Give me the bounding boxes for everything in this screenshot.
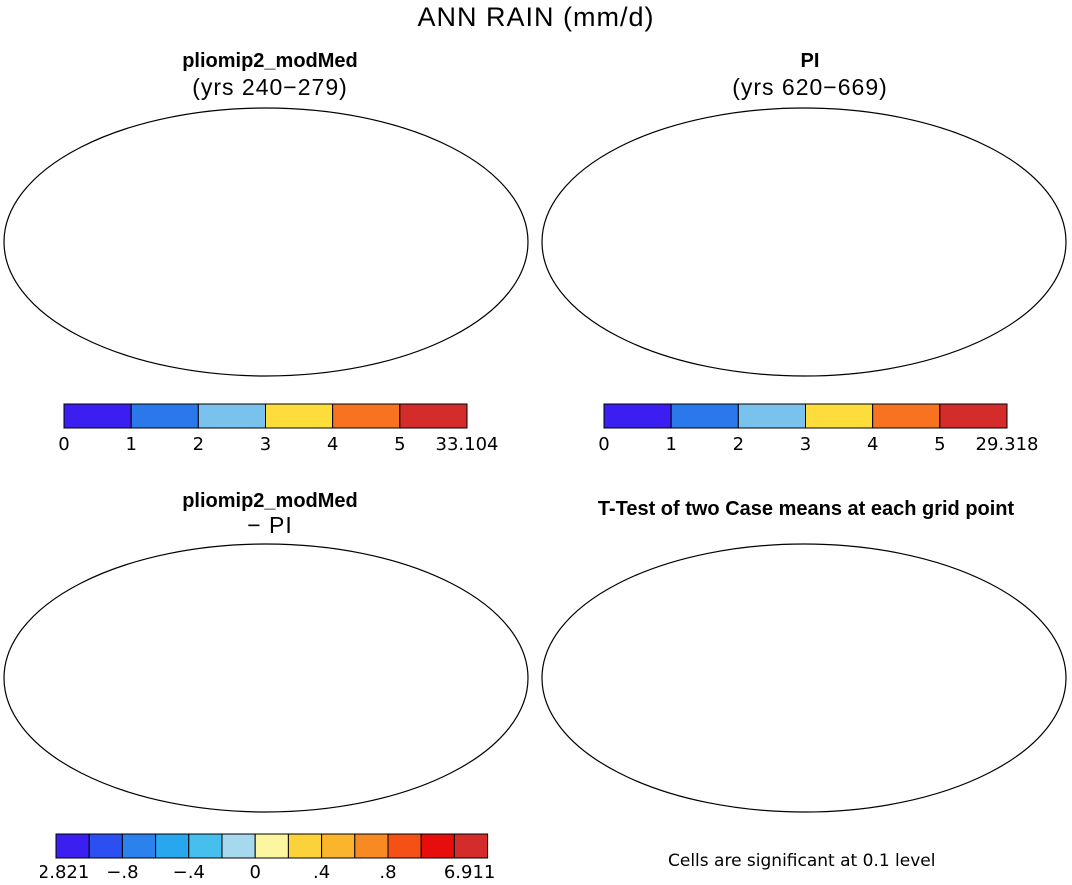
colorbar-tick-label: −2.821	[40, 862, 89, 883]
colorbar-tick-label: 4	[327, 434, 338, 455]
colorbar-swatch	[940, 404, 1007, 428]
figure-title: ANN RAIN (mm/d)	[0, 2, 1072, 33]
colorbar-swatch	[156, 834, 189, 858]
colorbar-swatch	[131, 404, 198, 428]
colorbar-swatch	[738, 404, 805, 428]
colorbar-tick-label: 1	[125, 434, 136, 455]
colorbar-swatch	[89, 834, 122, 858]
colorbar-tick-label: 1	[665, 434, 676, 455]
panel3-title: pliomip2_modMed	[80, 490, 460, 513]
colorbar-swatch	[333, 404, 400, 428]
colorbar-tick-label: 29.318	[976, 434, 1039, 455]
colorbar-swatch	[56, 834, 89, 858]
map-ocean-background	[542, 544, 1066, 812]
colorbar-tick-label: 0	[598, 434, 609, 455]
colorbar-swatch	[322, 834, 355, 858]
panel3-subtitle: − PI	[80, 512, 460, 539]
colorbar-swatch	[671, 404, 738, 428]
colorbar-swatch	[198, 404, 265, 428]
map-ocean-background	[542, 108, 1066, 376]
colorbar-swatch	[604, 404, 671, 428]
colorbar-1: 0 1 2 3 4 5 33.104	[40, 400, 520, 462]
colorbar-swatch	[355, 834, 388, 858]
colorbar-tick-label: 6.911	[444, 862, 496, 883]
map-panel-3	[0, 540, 534, 816]
colorbar-tick-label: 3	[800, 434, 811, 455]
colorbar-swatch	[806, 404, 873, 428]
panel4-title: T-Test of two Case means at each grid po…	[540, 498, 1072, 521]
colorbar-swatch	[266, 404, 333, 428]
panel1-subtitle: (yrs 240−279)	[80, 74, 460, 101]
colorbar-2: 0 1 2 3 4 5 29.318	[580, 400, 1060, 462]
panel4-note: Cells are significant at 0.1 level	[668, 851, 935, 871]
colorbar-swatch	[400, 404, 467, 428]
colorbar-tick-label: 5	[394, 434, 405, 455]
colorbar-tick-label: −.8	[106, 862, 138, 883]
colorbar-swatch	[222, 834, 255, 858]
colorbar-tick-label: 2	[193, 434, 204, 455]
colorbar-swatch	[288, 834, 321, 858]
colorbar-swatch	[873, 404, 940, 428]
colorbar-tick-label: 2	[733, 434, 744, 455]
colorbar-swatch	[421, 834, 454, 858]
panel2-title: PI	[620, 50, 1000, 73]
colorbar-tick-label: 33.104	[436, 434, 499, 455]
colorbar-tick-label: 4	[867, 434, 878, 455]
colorbar-tick-label: 0	[58, 434, 69, 455]
colorbar-swatch	[388, 834, 421, 858]
colorbar-swatch	[122, 834, 155, 858]
map-panel-1	[0, 104, 534, 380]
colorbar-tick-label: .8	[379, 862, 396, 883]
panel2-subtitle: (yrs 620−669)	[620, 74, 1000, 101]
colorbar-3: −2.821 −.8 −.4 0 .4 .8 6.911	[40, 830, 530, 885]
colorbar-swatch	[189, 834, 222, 858]
colorbar-tick-label: 0	[249, 862, 260, 883]
map-ocean-background	[4, 544, 528, 812]
colorbar-swatch	[64, 404, 131, 428]
map-ocean-background	[4, 108, 528, 376]
panel1-title: pliomip2_modMed	[80, 50, 460, 73]
colorbar-tick-label: .4	[313, 862, 330, 883]
map-panel-2	[538, 104, 1072, 380]
colorbar-tick-label: −.4	[173, 862, 205, 883]
colorbar-tick-label: 3	[260, 434, 271, 455]
map-panel-4	[538, 540, 1072, 816]
colorbar-swatch	[454, 834, 487, 858]
colorbar-swatch	[255, 834, 288, 858]
colorbar-tick-label: 5	[934, 434, 945, 455]
